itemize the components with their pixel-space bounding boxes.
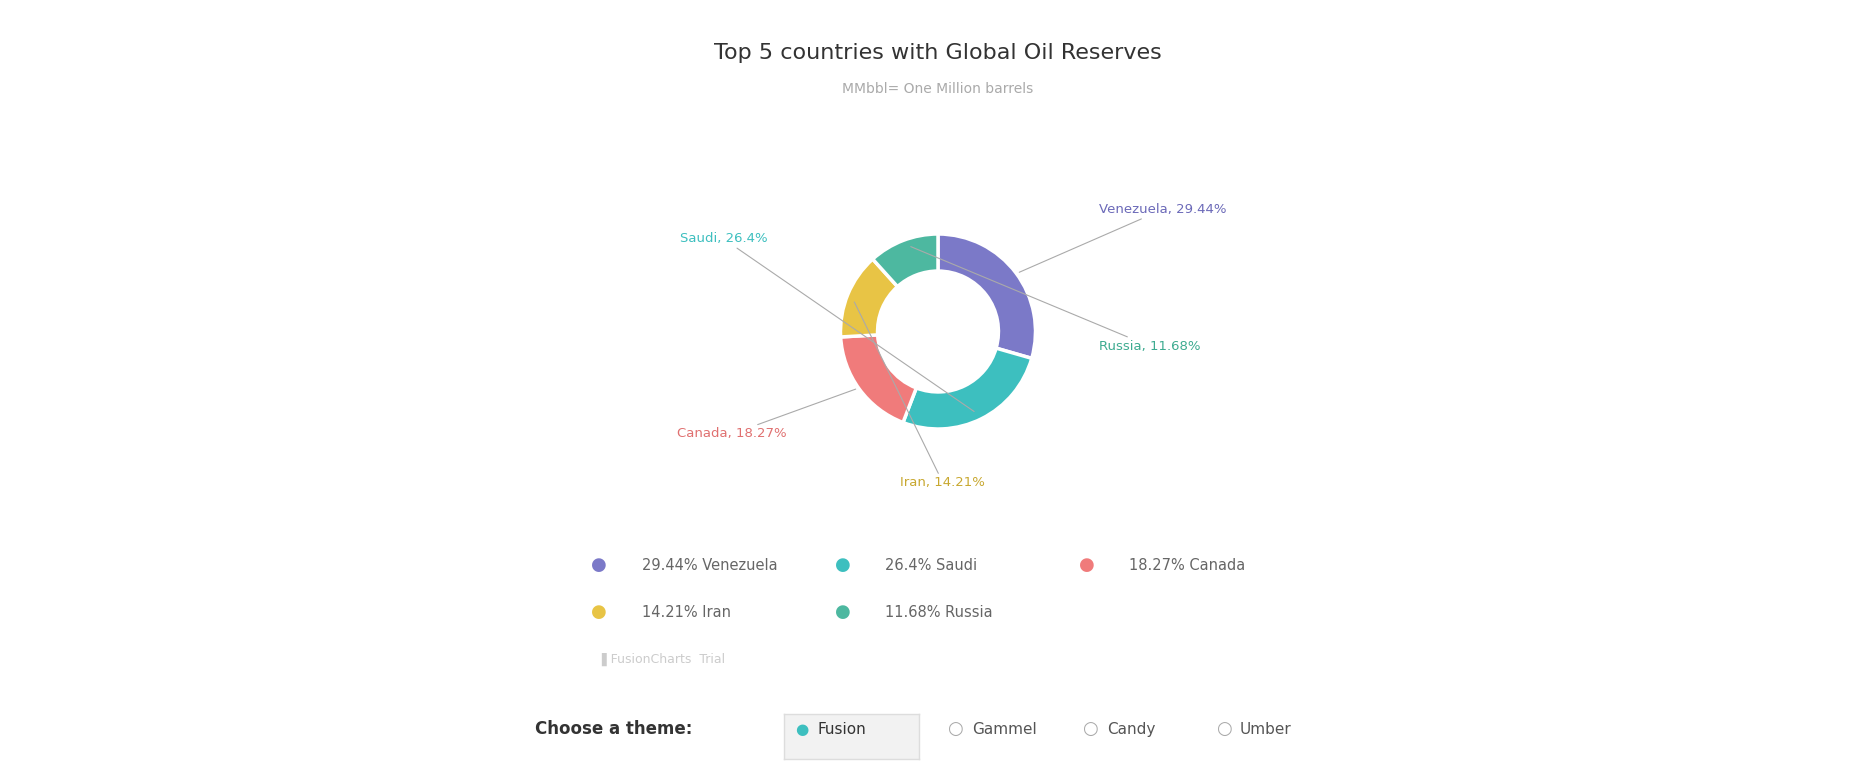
Text: Venezuela, 29.44%: Venezuela, 29.44%: [1019, 203, 1227, 272]
Text: Fusion: Fusion: [818, 722, 867, 737]
Text: ●: ●: [591, 556, 606, 575]
Text: Choose a theme:: Choose a theme:: [535, 720, 692, 739]
Wedge shape: [938, 234, 1036, 358]
Text: Candy: Candy: [1107, 722, 1156, 737]
Text: 26.4% Saudi: 26.4% Saudi: [885, 558, 977, 573]
Text: Iran, 14.21%: Iran, 14.21%: [854, 302, 985, 489]
Wedge shape: [840, 259, 897, 337]
Text: ●: ●: [835, 603, 850, 622]
Text: 29.44% Venezuela: 29.44% Venezuela: [642, 558, 777, 573]
Wedge shape: [840, 335, 915, 423]
Text: Russia, 11.68%: Russia, 11.68%: [910, 246, 1201, 353]
Text: 11.68% Russia: 11.68% Russia: [885, 604, 992, 620]
Text: Saudi, 26.4%: Saudi, 26.4%: [679, 232, 974, 412]
Text: ○: ○: [947, 720, 962, 739]
Text: Canada, 18.27%: Canada, 18.27%: [677, 389, 855, 441]
Text: ▐ FusionCharts  Trial: ▐ FusionCharts Trial: [597, 653, 724, 665]
Text: Top 5 countries with Global Oil Reserves: Top 5 countries with Global Oil Reserves: [715, 43, 1161, 63]
Text: Gammel: Gammel: [972, 722, 1037, 737]
Text: MMbbl= One Million barrels: MMbbl= One Million barrels: [842, 82, 1034, 96]
Wedge shape: [902, 348, 1032, 429]
Wedge shape: [872, 234, 938, 286]
Text: 18.27% Canada: 18.27% Canada: [1129, 558, 1246, 573]
Text: Umber: Umber: [1240, 722, 1293, 737]
Text: ●: ●: [1079, 556, 1094, 575]
Text: ●: ●: [795, 722, 809, 737]
Text: ●: ●: [835, 556, 850, 575]
Text: 14.21% Iran: 14.21% Iran: [642, 604, 730, 620]
Text: ○: ○: [1216, 720, 1231, 739]
Text: ●: ●: [591, 603, 606, 622]
Text: ○: ○: [1082, 720, 1097, 739]
